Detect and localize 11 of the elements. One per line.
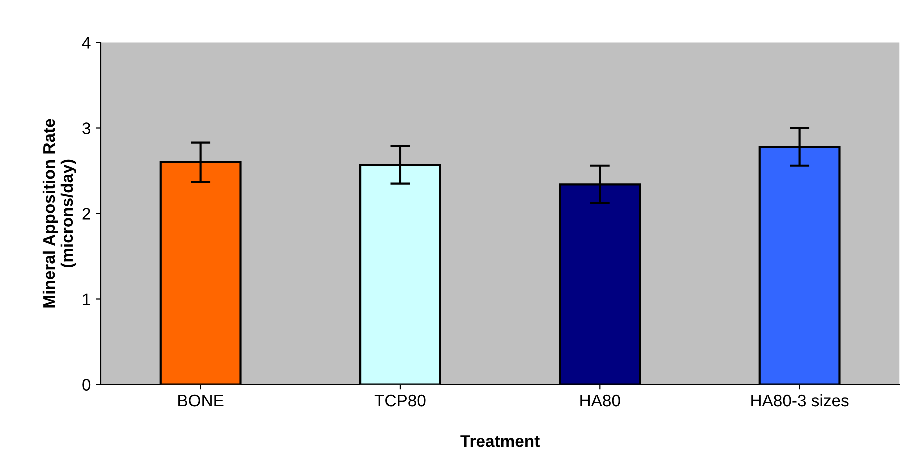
x-tick-label: BONE [178,394,224,407]
x-tick-label: HA80-3 sizes [752,394,849,407]
y-tick-label: 0 [82,379,91,391]
y-tick-label: 3 [82,122,91,134]
x-axis-title: Treatment [460,436,540,448]
y-axis-title: Mineral Apposition Rate (microns/day) [42,119,76,308]
y-tick-label: 4 [82,37,91,49]
x-tick-label: HA80 [580,394,620,407]
x-tick-label: TCP80 [374,394,426,407]
y-tick-label: 1 [83,294,90,306]
y-tick-label: 2 [82,208,90,220]
